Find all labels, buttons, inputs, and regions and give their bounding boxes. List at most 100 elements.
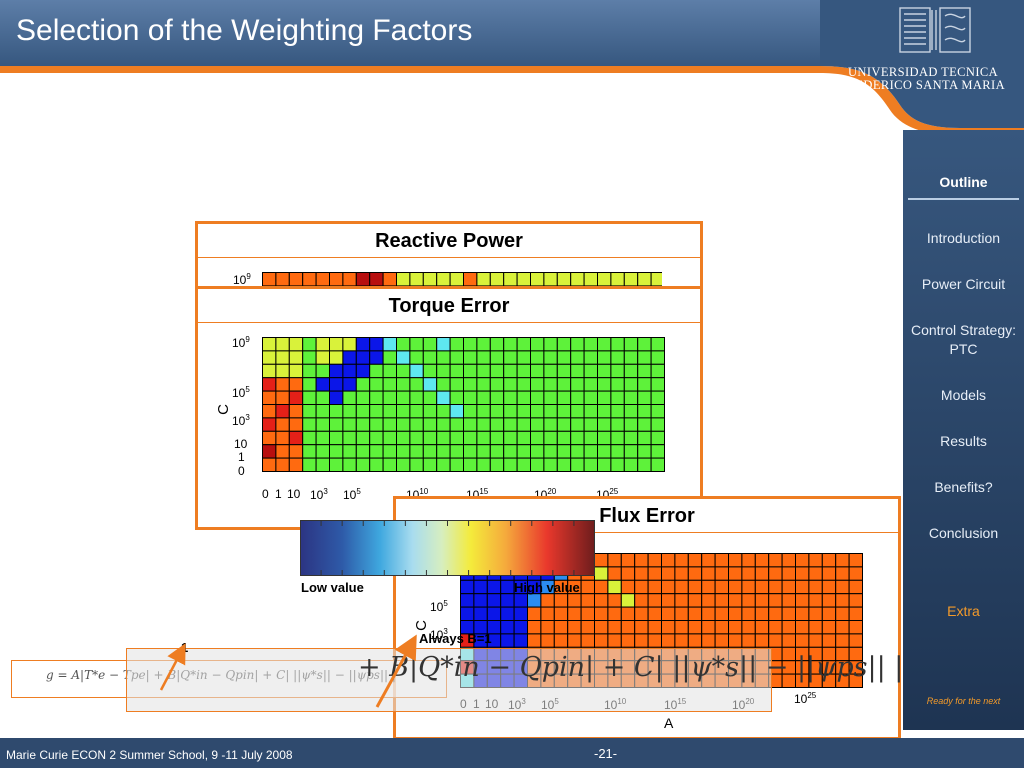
heatmap-cell	[516, 444, 532, 459]
nav-item-introduction[interactable]: Introduction	[926, 230, 1001, 246]
heatmap-cell	[808, 553, 823, 568]
heatmap-cell	[516, 390, 532, 405]
heatmap-cell	[795, 566, 810, 581]
heatmap-cell	[382, 417, 397, 432]
heatmap-cell	[422, 337, 438, 352]
heatmap-cell	[650, 417, 666, 432]
heatmap-cell	[607, 553, 622, 568]
heatmap-cell	[288, 390, 304, 405]
heatmap-cell	[530, 444, 545, 459]
heatmap-cell	[315, 457, 330, 472]
heatmap-cell	[382, 337, 397, 352]
heatmap-cell	[486, 593, 502, 608]
heatmap-cell	[623, 457, 639, 472]
torque-y-tick: 0	[238, 464, 245, 478]
heatmap-cell	[795, 620, 810, 635]
heatmap-cell	[594, 620, 609, 635]
heatmap-cell	[463, 363, 478, 379]
heatmap-cell	[329, 390, 344, 405]
heatmap-cell	[463, 417, 478, 432]
heatmap-cell	[409, 272, 424, 287]
heatmap-cell	[449, 272, 465, 287]
heatmap-cell	[396, 363, 411, 379]
heatmap-cell	[527, 593, 542, 608]
nav-item-models[interactable]: Models	[940, 387, 987, 403]
nav-item-control-strategy[interactable]: Control Strategy: PTC	[910, 322, 1017, 357]
heatmap-cell	[275, 272, 290, 287]
heatmap-cell	[674, 620, 689, 635]
heatmap-cell	[543, 377, 558, 392]
heatmap-cell	[473, 606, 488, 621]
heatmap-cell	[382, 430, 397, 446]
heatmap-cell	[674, 566, 689, 581]
university-name: UNIVERSIDAD TECNICA FEDERICO SANTA MARIA	[848, 66, 1024, 92]
colorbar-low-label: Low value	[301, 580, 364, 595]
heatmap-cell	[687, 566, 703, 581]
heatmap-cell	[503, 404, 518, 419]
university-line-1: UNIVERSIDAD TECNICA	[848, 65, 999, 79]
heatmap-cell	[409, 337, 424, 352]
heatmap-cell	[781, 566, 797, 581]
heatmap-cell	[781, 593, 797, 608]
heatmap-cell	[661, 553, 676, 568]
heatmap-cell	[315, 337, 330, 352]
slide-footer: Marie Curie ECON 2 Summer School, 9 -11 …	[0, 738, 1024, 768]
heatmap-cell	[500, 620, 515, 635]
colorbar	[300, 520, 595, 576]
heatmap-cell	[714, 566, 730, 581]
heatmap-cell	[329, 272, 344, 287]
heatmap-cell	[570, 350, 585, 365]
heatmap-cell	[623, 363, 639, 379]
heatmap-cell	[661, 579, 676, 595]
heatmap-cell	[473, 593, 488, 608]
heatmap-cell	[262, 350, 277, 365]
nav-item-conclusion[interactable]: Conclusion	[928, 525, 999, 541]
heatmap-cell	[687, 593, 703, 608]
heatmap-cell	[503, 337, 518, 352]
heatmap-cell	[409, 350, 424, 365]
heatmap-cell	[583, 350, 599, 365]
heatmap-cell	[835, 633, 850, 648]
heatmap-cell	[262, 377, 277, 392]
heatmap-cell	[741, 620, 756, 635]
heatmap-cell	[607, 633, 622, 648]
flux-y-tick: 103	[430, 627, 448, 642]
outline-sidebar: Outline Introduction Power Circuit Contr…	[903, 130, 1024, 730]
heatmap-cell	[355, 377, 371, 392]
heatmap-cell	[637, 444, 652, 459]
heatmap-cell	[436, 272, 451, 287]
heatmap-cell	[610, 404, 625, 419]
heatmap-cell	[436, 457, 451, 472]
nav-item-extra[interactable]: Extra	[947, 603, 980, 619]
nav-item-results[interactable]: Results	[940, 433, 987, 449]
heatmap-cell	[436, 377, 451, 392]
heatmap-cell	[567, 620, 582, 635]
heatmap-cell	[594, 553, 609, 568]
colorbar-ticks	[320, 520, 575, 576]
heatmap-cell	[288, 337, 304, 352]
nav-item-power-circuit[interactable]: Power Circuit	[921, 276, 1006, 292]
heatmap-cell	[476, 272, 491, 287]
heatmap-cell	[302, 337, 317, 352]
heatmap-cell	[342, 457, 357, 472]
heatmap-cell	[543, 457, 558, 472]
heatmap-cell	[647, 633, 663, 648]
heatmap-cell	[262, 457, 277, 472]
heatmap-cell	[409, 444, 424, 459]
outline-divider	[908, 198, 1019, 200]
nav-item-benefits[interactable]: Benefits?	[934, 479, 993, 495]
heatmap-cell	[355, 390, 371, 405]
heatmap-cell	[476, 337, 491, 352]
heatmap-cell	[674, 553, 689, 568]
heatmap-cell	[315, 417, 330, 432]
heatmap-cell	[650, 390, 666, 405]
heatmap-cell	[741, 579, 756, 595]
heatmap-cell	[486, 606, 502, 621]
heatmap-cell	[513, 620, 528, 635]
heatmap-cell	[543, 337, 558, 352]
heatmap-cell	[302, 350, 317, 365]
heatmap-cell	[556, 430, 572, 446]
heatmap-cell	[355, 272, 371, 287]
heatmap-cell	[369, 444, 384, 459]
heatmap-cell	[848, 620, 864, 635]
